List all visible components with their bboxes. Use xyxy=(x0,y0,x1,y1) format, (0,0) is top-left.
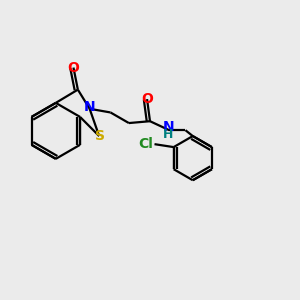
Text: O: O xyxy=(68,61,80,75)
Text: S: S xyxy=(95,129,105,143)
Text: O: O xyxy=(141,92,153,106)
Text: H: H xyxy=(163,128,173,141)
Text: Cl: Cl xyxy=(138,137,153,151)
Text: N: N xyxy=(163,120,174,134)
Text: N: N xyxy=(84,100,95,114)
